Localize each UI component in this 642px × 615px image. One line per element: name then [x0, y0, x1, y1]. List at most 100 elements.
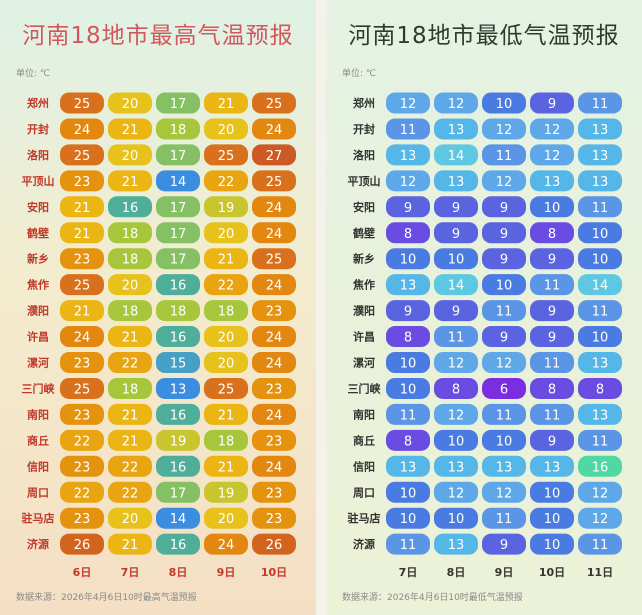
high-cell	[156, 196, 200, 218]
low-row-label: 商丘	[353, 433, 375, 447]
high-cell-value: 21	[122, 331, 139, 346]
high-cell-value: 20	[218, 512, 235, 527]
high-cell-value: 23	[266, 434, 283, 449]
low-cell-value: 9	[452, 305, 460, 320]
high-cell-value: 22	[122, 460, 139, 475]
high-cell	[252, 507, 296, 529]
low-cell-value: 13	[400, 279, 417, 294]
high-cell-value: 27	[266, 149, 283, 164]
low-cell	[530, 455, 574, 477]
high-cell-value: 22	[218, 279, 235, 294]
low-cell-value: 9	[548, 97, 556, 112]
high-cell	[204, 196, 248, 218]
low-row-label: 鹤壁	[353, 226, 375, 240]
high-cell	[252, 481, 296, 503]
low-cell	[578, 118, 622, 140]
low-cell	[386, 222, 430, 244]
low-cell	[386, 455, 430, 477]
high-row-label: 开封	[27, 122, 49, 136]
high-row-label: 许昌	[27, 330, 49, 344]
low-cell	[434, 274, 478, 296]
low-cell	[482, 429, 526, 451]
high-cell-value: 22	[74, 434, 91, 449]
low-cell-value: 11	[592, 97, 609, 112]
low-cell	[434, 429, 478, 451]
high-cell	[108, 429, 152, 451]
high-cell-value: 23	[74, 357, 91, 372]
high-cell	[204, 300, 248, 322]
low-row-label: 安阳	[353, 200, 375, 214]
low-cell-value: 10	[400, 512, 417, 527]
high-cell-value: 20	[122, 149, 139, 164]
low-cell-value: 10	[400, 357, 417, 372]
high-cell-value: 17	[170, 97, 187, 112]
high-cell	[108, 222, 152, 244]
low-cell	[578, 455, 622, 477]
low-cell-value: 13	[592, 123, 609, 138]
high-cell	[156, 403, 200, 425]
high-cell	[156, 222, 200, 244]
high-column-label: 6日	[73, 566, 92, 579]
low-row-label: 周口	[353, 486, 375, 499]
high-cell	[108, 170, 152, 192]
low-cell-value: 11	[544, 357, 561, 372]
low-cell	[530, 481, 574, 503]
low-cell-value: 9	[500, 331, 508, 346]
low-cell-value: 9	[452, 227, 460, 242]
high-cell-value: 25	[74, 382, 91, 397]
high-cell	[156, 170, 200, 192]
low-column-label: 7日	[399, 566, 418, 579]
high-cell-value: 24	[266, 331, 283, 346]
high-cell	[156, 144, 200, 166]
high-cell	[252, 326, 296, 348]
high-cell-value: 23	[266, 382, 283, 397]
high-cell-value: 20	[122, 97, 139, 112]
high-cell	[108, 248, 152, 270]
low-column-label: 11日	[587, 566, 613, 579]
high-cell-value: 24	[266, 460, 283, 475]
high-cell-value: 22	[122, 357, 139, 372]
low-cell-value: 11	[592, 538, 609, 553]
low-cell	[434, 248, 478, 270]
high-cell-value: 16	[170, 538, 187, 553]
high-cell-value: 20	[218, 357, 235, 372]
high-cell	[204, 222, 248, 244]
high-cell	[156, 455, 200, 477]
low-cell	[530, 377, 574, 399]
high-cell	[108, 196, 152, 218]
high-cell	[108, 481, 152, 503]
low-cell	[530, 118, 574, 140]
high-cell-value: 17	[170, 149, 187, 164]
low-cell	[578, 507, 622, 529]
low-cell-value: 13	[448, 123, 465, 138]
low-cell	[530, 222, 574, 244]
high-cell	[108, 144, 152, 166]
high-cell-value: 21	[122, 408, 139, 423]
high-cell	[108, 507, 152, 529]
low-cell-value: 11	[592, 201, 609, 216]
low-cell-value: 11	[544, 408, 561, 423]
low-cell-value: 11	[544, 279, 561, 294]
high-cell-value: 21	[218, 408, 235, 423]
low-cell	[530, 92, 574, 114]
low-cell-value: 9	[548, 434, 556, 449]
low-column-label: 10日	[539, 566, 565, 579]
high-row-label: 濮阳	[27, 304, 49, 318]
low-cell-value: 10	[496, 97, 513, 112]
high-cell-value: 13	[170, 382, 187, 397]
high-cell-value: 24	[266, 357, 283, 372]
high-cell	[60, 403, 104, 425]
high-cell-value: 19	[218, 201, 235, 216]
high-row-label: 驻马店	[22, 511, 55, 525]
high-unit-label: 单位: ℃	[16, 69, 51, 79]
high-cell	[204, 377, 248, 399]
high-cell-value: 23	[74, 253, 91, 268]
low-cell	[578, 300, 622, 322]
low-source-note: 数据来源：2026年4月6日10时最低气温预报	[342, 593, 523, 603]
low-cell	[530, 300, 574, 322]
high-cell	[252, 352, 296, 373]
low-cell	[530, 326, 574, 348]
low-cell	[386, 248, 430, 270]
high-cell	[60, 222, 104, 244]
high-cell-value: 16	[170, 408, 187, 423]
